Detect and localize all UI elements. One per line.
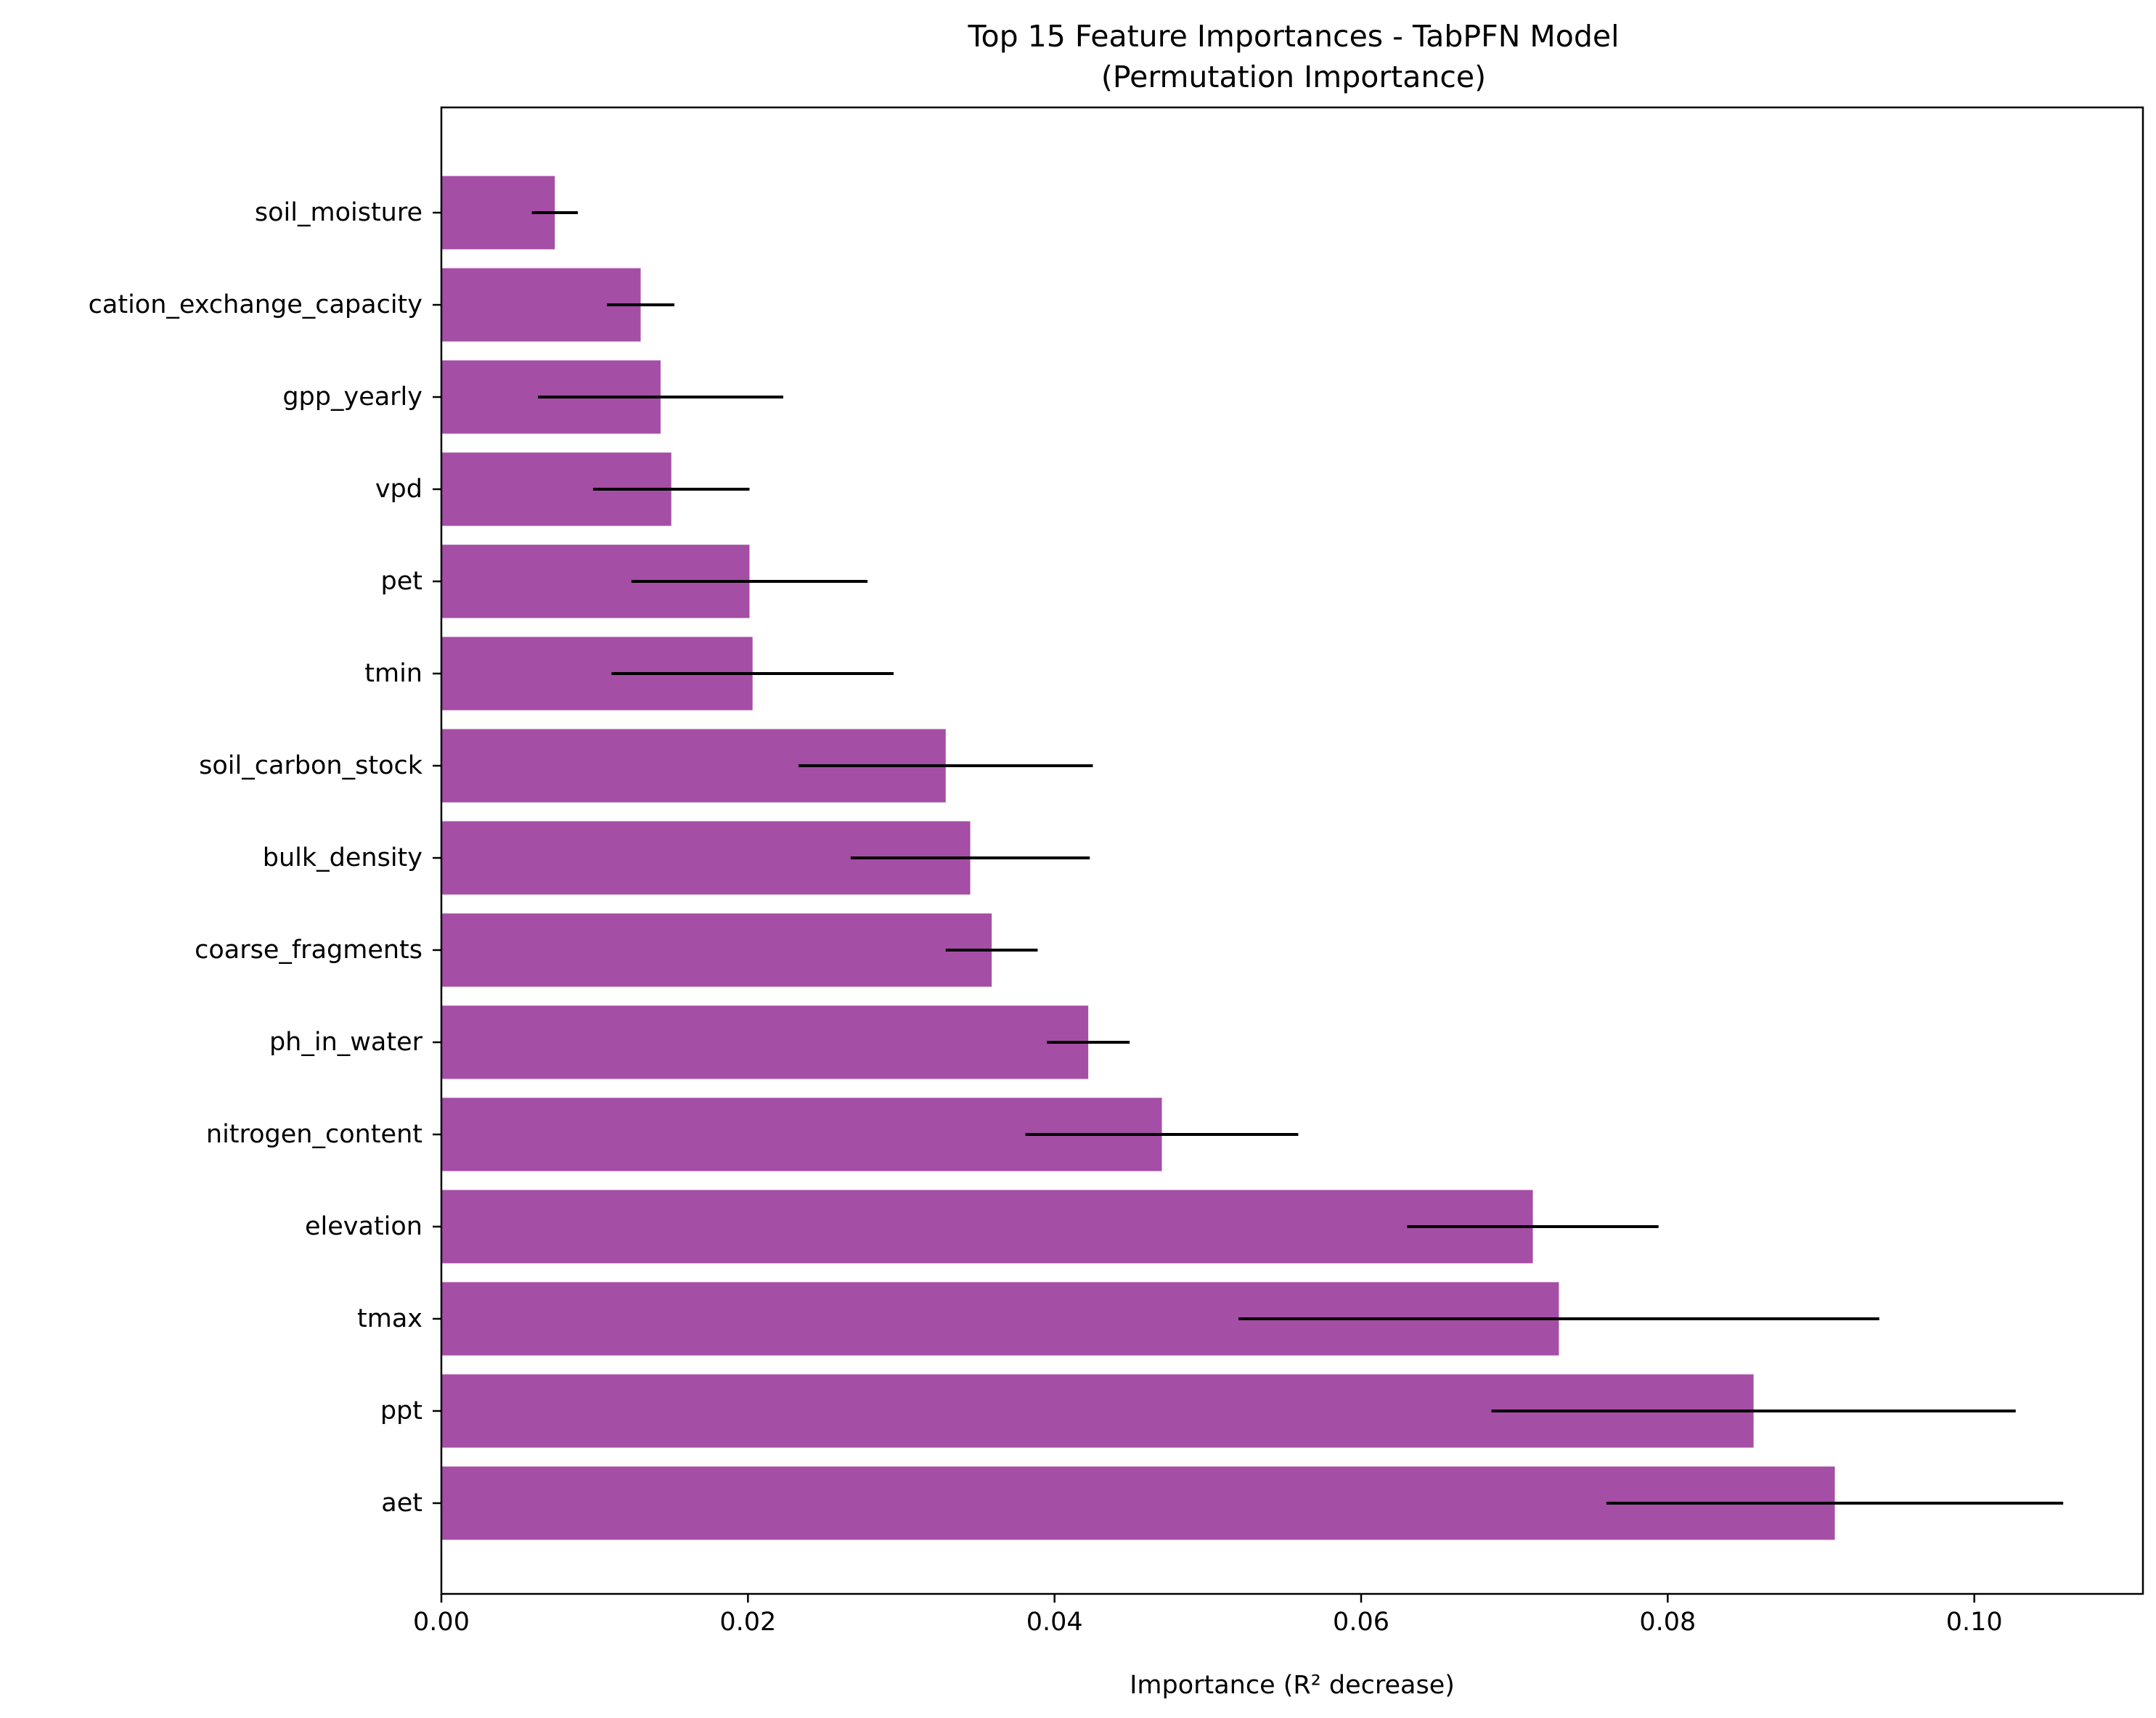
- y-tick-label: nitrogen_content: [206, 1120, 422, 1149]
- x-tick-label: 0.04: [1026, 1608, 1083, 1637]
- x-tick-label: 0.06: [1333, 1608, 1389, 1637]
- y-tick-label: pet: [381, 567, 422, 596]
- y-tick-label: ppt: [380, 1396, 422, 1425]
- y-tick-label: tmin: [364, 659, 422, 688]
- y-tick-label: tmax: [357, 1304, 422, 1333]
- y-tick-label: elevation: [305, 1212, 422, 1241]
- y-tick-label: coarse_fragments: [195, 936, 422, 965]
- bars-group: [441, 176, 1835, 1540]
- y-tick-label: gpp_yearly: [282, 383, 422, 412]
- y-tick-label: soil_moisture: [255, 198, 422, 227]
- y-tick-label: soil_carbon_stock: [199, 751, 423, 780]
- chart-subtitle: (Permutation Importance): [1101, 60, 1486, 94]
- bar-elevation: [441, 1190, 1533, 1264]
- x-axis: 0.00 0.02 0.04 0.06 0.08 0.10: [413, 1594, 2003, 1637]
- plot-frame: [440, 106, 2144, 1595]
- y-axis: soil_moisture cation_exchange_capacitygpp…: [89, 198, 441, 1518]
- y-tick-label: bulk_density: [263, 843, 422, 872]
- chart-title: Top 15 Feature Importances - TabPFN Mode…: [967, 19, 1619, 54]
- y-tick-label: cation_exchange_capacity: [89, 290, 422, 319]
- y-tick-label: vpd: [375, 475, 422, 504]
- x-tick-label: 0.10: [1946, 1608, 2003, 1637]
- x-tick-label: 0.02: [719, 1608, 776, 1637]
- x-tick-label: 0.08: [1639, 1608, 1696, 1637]
- y-tick-label: aet: [381, 1489, 422, 1518]
- x-axis-label: Importance (R² decrease): [1130, 1671, 1455, 1700]
- bar-aet: [441, 1466, 1835, 1540]
- bar-coarse-fragments: [441, 913, 992, 987]
- error-bars-group: [531, 211, 2064, 1505]
- y-tick-label: ph_in_water: [269, 1028, 423, 1057]
- x-tick-label: 0.00: [413, 1608, 470, 1637]
- bar-ph-in-water: [441, 1005, 1089, 1079]
